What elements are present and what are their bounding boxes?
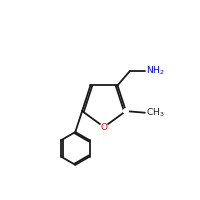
- Circle shape: [100, 123, 108, 131]
- Circle shape: [123, 109, 128, 114]
- Text: NH$_2$: NH$_2$: [146, 65, 165, 77]
- Text: CH$_3$: CH$_3$: [146, 106, 165, 119]
- Text: O: O: [101, 122, 108, 132]
